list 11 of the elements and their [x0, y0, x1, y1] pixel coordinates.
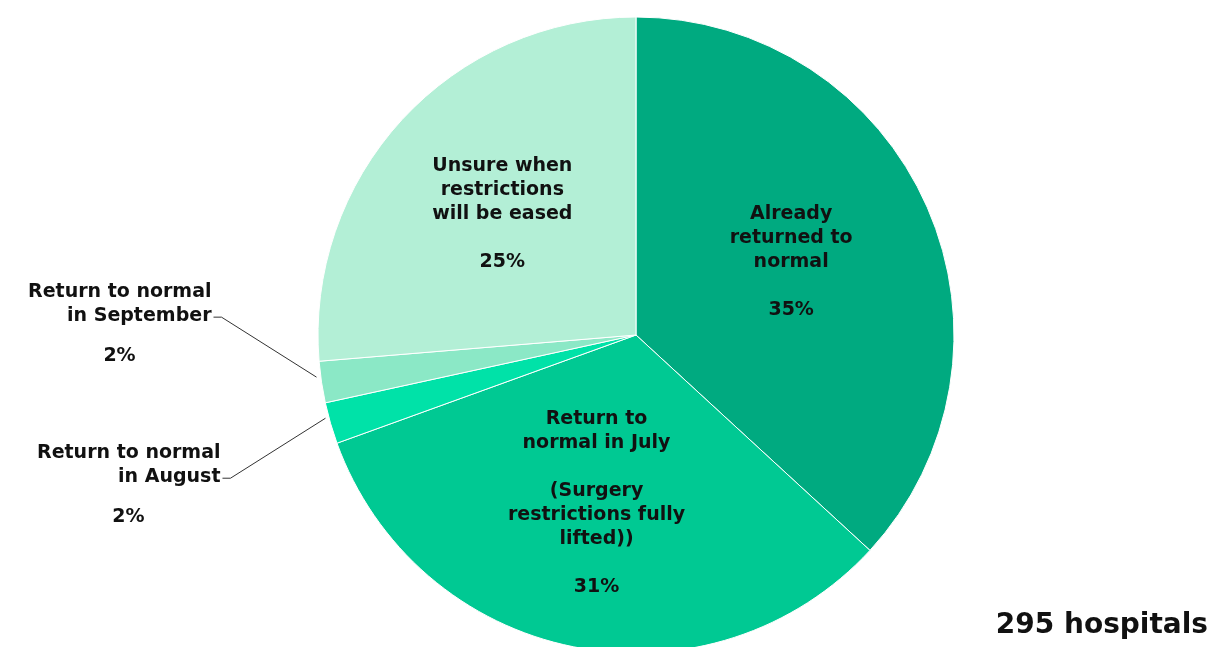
data-label: 35%	[768, 296, 814, 319]
category-label: Return to normal in July (Surgery restrictions fully lifted))	[507, 406, 686, 549]
slice-label: Return to normal in September	[28, 279, 213, 326]
data-label: 25%	[479, 248, 526, 271]
data-label: 31%	[573, 574, 620, 597]
slice-label: Return to normal in August	[37, 440, 221, 487]
slice-label: Unsure when restrictions will be eased	[432, 152, 573, 223]
text: 295 hospitals	[995, 607, 1208, 640]
data-label: 2%	[103, 343, 136, 366]
slice-label: Already returned to normal	[729, 200, 853, 271]
data-label: 2%	[112, 504, 145, 527]
